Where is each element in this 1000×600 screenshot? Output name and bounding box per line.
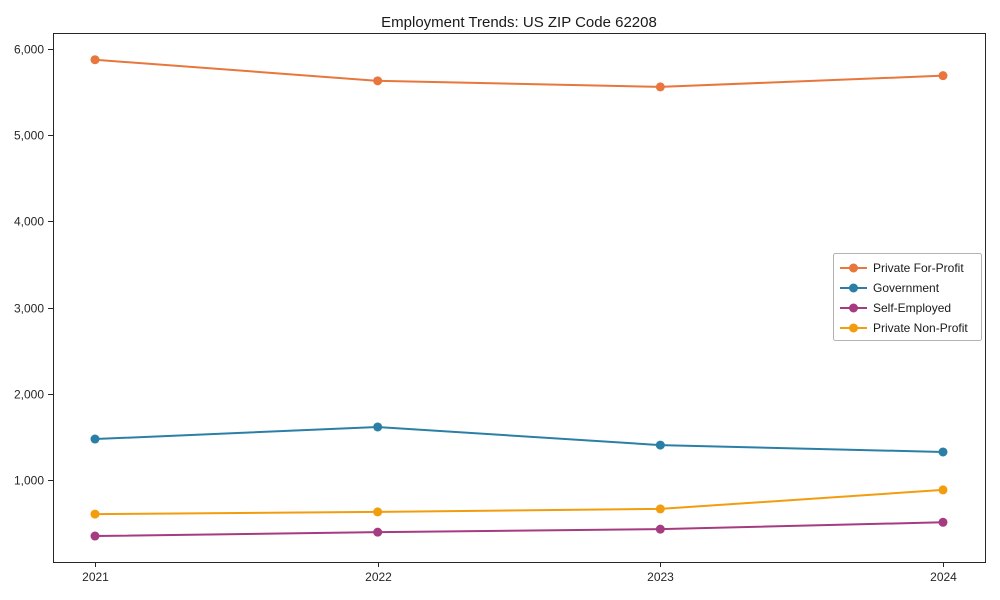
legend-label-self-employed: Self-Employed	[873, 301, 951, 315]
x-tick-label: 2022	[365, 570, 392, 584]
y-tick-label: 3,000	[14, 302, 44, 316]
y-tick-label: 6,000	[14, 43, 44, 57]
legend-sample-marker-self-employed	[849, 303, 858, 313]
marker-private-non-profit	[90, 509, 100, 519]
x-tick-label: 2021	[82, 570, 109, 584]
marker-government	[655, 440, 665, 450]
y-tick-label: 2,000	[14, 388, 44, 402]
legend-label-private-for-profit: Private For-Profit	[873, 261, 964, 275]
plot-frame	[53, 33, 986, 563]
marker-private-non-profit	[938, 485, 948, 495]
marker-private-non-profit	[655, 504, 665, 514]
series-line-government	[94, 425, 944, 453]
chart-title: Employment Trends: US ZIP Code 62208	[381, 14, 657, 31]
legend-box	[833, 253, 982, 341]
series-line-self-employed	[94, 521, 944, 538]
y-tick-label: 1,000	[14, 474, 44, 488]
y-tick-label: 4,000	[14, 215, 44, 229]
plot-area: 1,000 2,000 3,000 4,000 5,000 6,000 2021 2022 20…	[14, 33, 986, 584]
marker-government	[373, 422, 383, 432]
x-tick-label: 2023	[647, 570, 674, 584]
legend-label-government: Government	[873, 281, 940, 295]
legend-sample-marker-private-for-profit	[849, 263, 858, 273]
series-line-private-non-profit	[94, 488, 944, 516]
marker-private-non-profit	[373, 507, 383, 517]
marker-self-employed	[373, 527, 383, 537]
legend-label-private-non-profit: Private Non-Profit	[873, 321, 968, 335]
marker-self-employed	[90, 531, 100, 541]
marker-self-employed	[938, 517, 948, 527]
marker-government	[938, 447, 948, 457]
marker-private-for-profit	[938, 71, 948, 81]
y-tick-label: 5,000	[14, 129, 44, 143]
series-line-private-for-profit	[94, 58, 944, 88]
marker-government	[90, 434, 100, 444]
marker-private-for-profit	[655, 82, 665, 92]
marker-self-employed	[655, 524, 665, 534]
legend-sample-marker-government	[849, 283, 858, 293]
x-tick-label: 2024	[930, 570, 957, 584]
marker-private-for-profit	[90, 55, 100, 65]
legend-sample-marker-private-non-profit	[849, 323, 858, 333]
marker-private-for-profit	[373, 76, 383, 86]
